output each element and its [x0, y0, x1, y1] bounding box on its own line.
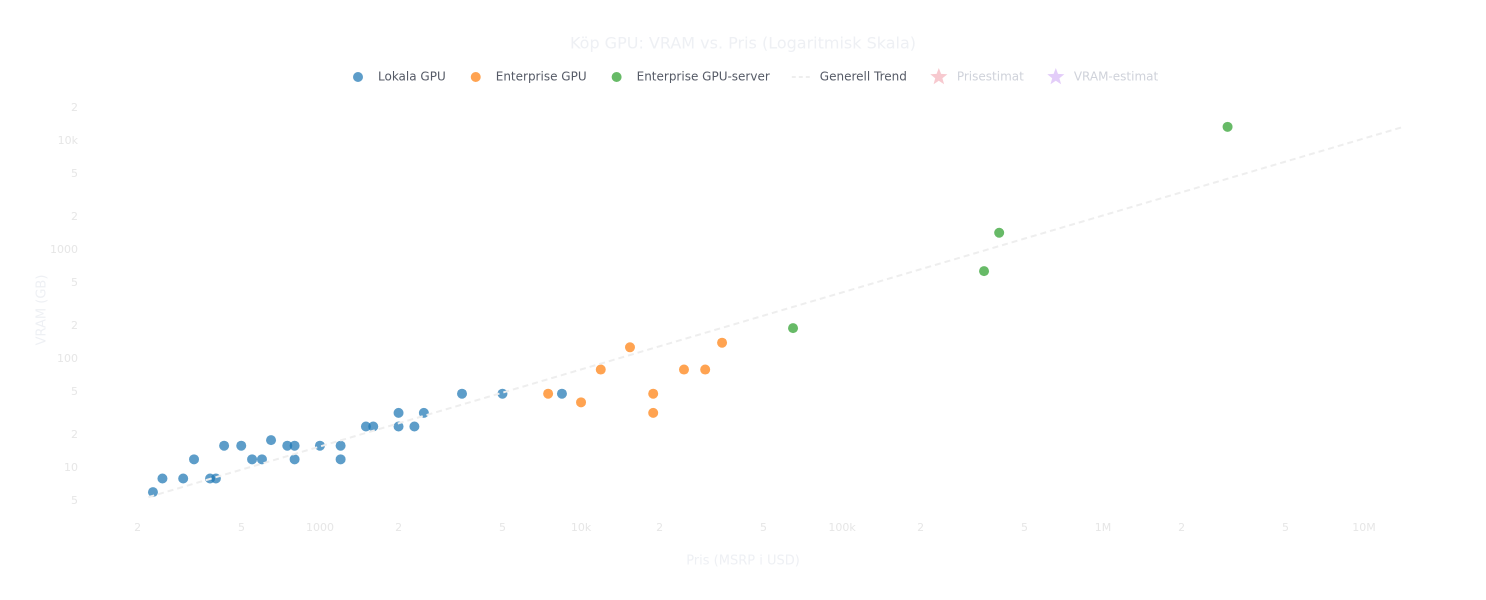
x-tick-label: 100k: [828, 521, 856, 534]
y-tick-label: 2: [71, 319, 78, 332]
point: [393, 407, 404, 418]
x-tick-label: 1000: [306, 521, 334, 534]
point: [289, 440, 300, 451]
y-tick-label: 2: [71, 101, 78, 114]
point: [788, 323, 799, 334]
point: [418, 407, 429, 418]
x-tick-label: 5: [499, 521, 506, 534]
point: [457, 388, 468, 399]
point: [700, 364, 711, 375]
legend-label: Generell Trend: [820, 70, 907, 84]
y-tick-label: 5: [71, 494, 78, 507]
point: [409, 421, 420, 432]
legend-label: Prisestimat: [957, 70, 1024, 84]
point: [289, 454, 300, 465]
y-axis-label: VRAM (GB): [35, 275, 50, 346]
point: [543, 388, 554, 399]
point: [979, 266, 990, 277]
legend-marker: [470, 72, 481, 82]
point: [266, 435, 277, 446]
point: [189, 454, 200, 465]
point: [157, 473, 168, 484]
x-tick-label: 10k: [571, 521, 592, 534]
legend-label: VRAM-estimat: [1074, 70, 1159, 84]
point: [994, 227, 1005, 238]
x-tick-label: 2: [134, 521, 141, 534]
point: [624, 342, 635, 353]
x-tick-label: 2: [395, 521, 402, 534]
point: [147, 487, 158, 498]
x-tick-label: 10M: [1352, 521, 1376, 534]
point: [178, 473, 189, 484]
trend-line: [148, 126, 1403, 499]
y-tick-label: 10k: [58, 134, 79, 147]
y-tick-label: 5: [71, 276, 78, 289]
y-tick-label: 2: [71, 428, 78, 441]
point: [717, 337, 728, 348]
legend-marker: [611, 72, 622, 82]
y-tick-label: 2: [71, 210, 78, 223]
x-tick-label: 5: [1021, 521, 1028, 534]
point: [648, 407, 659, 418]
x-tick-label: 5: [760, 521, 767, 534]
point: [282, 440, 293, 451]
point: [335, 440, 346, 451]
point: [1222, 121, 1233, 132]
x-tick-label: 5: [1282, 521, 1289, 534]
point: [360, 421, 371, 432]
y-tick-label: 1000: [50, 243, 78, 256]
legend-marker: [1047, 68, 1065, 85]
point: [368, 421, 379, 432]
legend-marker: [930, 68, 948, 85]
y-tick-label: 5: [71, 167, 78, 180]
point: [556, 388, 567, 399]
point: [210, 473, 221, 484]
point: [219, 440, 230, 451]
legend-label: Lokala GPU: [378, 70, 446, 84]
point: [256, 454, 267, 465]
point: [595, 364, 606, 375]
point: [236, 440, 247, 451]
y-tick-label: 10: [64, 461, 78, 474]
y-tick-label: 5: [71, 385, 78, 398]
point: [393, 421, 404, 432]
x-tick-label: 1M: [1095, 521, 1112, 534]
x-tick-label: 2: [656, 521, 663, 534]
legend-marker: [353, 72, 363, 82]
x-axis-label: Pris (MSRP i USD): [686, 554, 800, 569]
legend-label: Enterprise GPU-server: [637, 70, 770, 84]
point: [648, 388, 659, 399]
chart-title: Köp GPU: VRAM vs. Pris (Logaritmisk Skal…: [570, 34, 916, 53]
y-tick-label: 100: [57, 352, 78, 365]
x-tick-label: 2: [917, 521, 924, 534]
x-tick-label: 2: [1178, 521, 1185, 534]
point: [576, 397, 587, 408]
x-tick-label: 5: [238, 521, 245, 534]
point: [335, 454, 346, 465]
point: [247, 454, 258, 465]
point: [678, 364, 689, 375]
legend-label: Enterprise GPU: [496, 70, 587, 84]
